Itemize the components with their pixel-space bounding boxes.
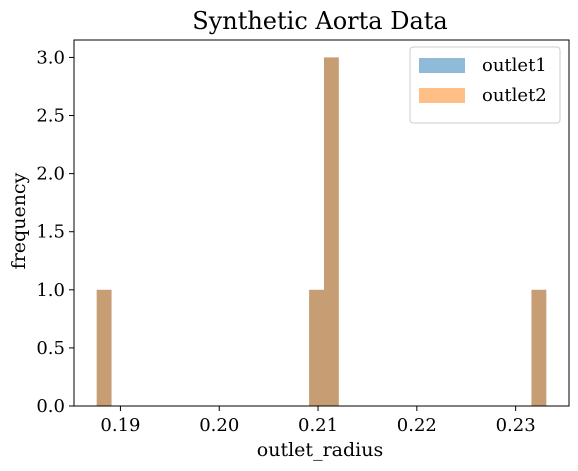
- x-axis-label: outlet_radius: [257, 439, 383, 461]
- y-tick-label: 1.0: [36, 280, 65, 301]
- x-tick-label: 0.19: [100, 415, 140, 436]
- y-axis-label: frequency: [8, 172, 30, 269]
- chart-title: Synthetic Aorta Data: [192, 7, 448, 35]
- legend: outlet1 outlet2: [409, 46, 561, 124]
- legend-label-outlet1: outlet1: [482, 55, 547, 76]
- legend-swatch-outlet1: [419, 58, 465, 73]
- y-tick-label: 0.5: [36, 338, 65, 359]
- y-tick-label: 2.0: [36, 164, 65, 185]
- legend-label-outlet2: outlet2: [482, 85, 547, 106]
- plot-frame: [73, 39, 570, 407]
- histogram-bar-outlet2-3: [323, 57, 339, 407]
- x-tick-label: 0.20: [199, 415, 239, 436]
- histogram-bar-outlet2-2: [309, 289, 324, 406]
- legend-swatch-outlet2: [419, 88, 465, 103]
- x-tick-label: 0.22: [397, 415, 437, 436]
- y-tick-label: 3.0: [36, 47, 65, 68]
- y-tick-label: 0.0: [36, 396, 65, 417]
- x-tick-label: 0.21: [298, 415, 338, 436]
- y-tick-label: 1.5: [36, 222, 65, 243]
- y-tick-label: 2.5: [36, 106, 65, 127]
- x-tick-label: 0.23: [496, 415, 536, 436]
- ticks-layer: 0.19 0.20 0.21 0.22 0.23 0.0 0.5 1.0 1.5 2.0 2.5 3.…: [36, 47, 535, 436]
- histogram-bar-outlet2-4: [531, 289, 547, 406]
- bars-layer: [96, 57, 547, 407]
- histogram-bar-outlet2-1: [96, 289, 112, 406]
